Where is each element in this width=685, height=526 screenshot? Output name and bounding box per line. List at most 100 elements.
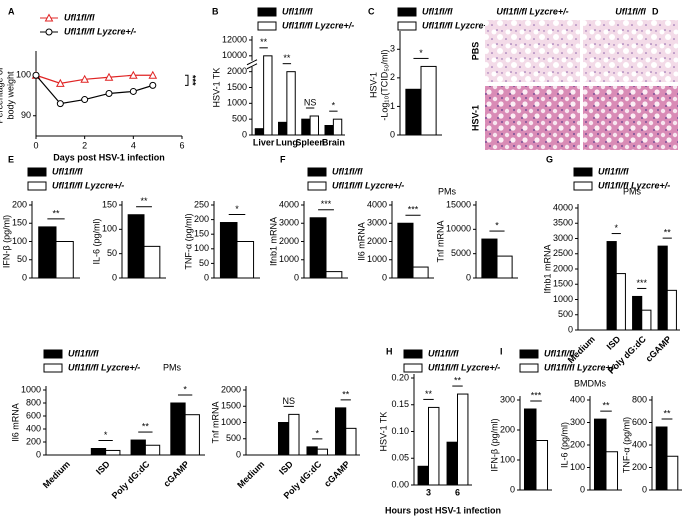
x-tick-label: ISD [94, 459, 112, 477]
y-tick-label: 500 [226, 433, 241, 443]
legend-swatch [307, 181, 327, 191]
legend-label: Ufl1fl/fl [428, 348, 459, 358]
significance-label: ** [52, 208, 60, 218]
column-label: Ufl1fl/fl Lyzcre+/- [496, 6, 568, 16]
legend-label: Ufl1fl/fl Lyzcre+/- [422, 20, 494, 30]
histology-image [583, 86, 678, 150]
x-tick-label: 2 [82, 140, 87, 150]
bar [412, 266, 429, 279]
legend-swatch [43, 363, 63, 373]
y-tick-label: 12000 [222, 34, 247, 44]
x-tick-label: Poly dG:dC [110, 459, 152, 501]
significance-bracket [185, 74, 189, 86]
y-tick-label: 200 [500, 424, 515, 434]
legend-swatch [397, 21, 417, 31]
legend-label: Ufl1fl/fl Lyzcre+/- [428, 362, 500, 372]
x-axis-label: Days post HSV-1 infection [53, 152, 165, 162]
significance-label: ** [283, 53, 291, 63]
y-tick-label: 0 [22, 272, 27, 282]
bar [428, 406, 440, 486]
y-axis-label: Tnf mRNA [210, 401, 220, 443]
y-tick-label: 1000 [367, 254, 387, 264]
bar [170, 402, 186, 456]
legend-label: Ufl1fl/fl Lyzcre+/- [68, 362, 140, 372]
y-tick-label: 5000 [451, 248, 471, 258]
significance-label: ** [454, 375, 462, 385]
y-tick-label: 4000 [553, 202, 573, 212]
significance-label: ** [142, 421, 150, 431]
y-tick-label: 50 [199, 258, 209, 268]
bar [236, 241, 255, 279]
significance-label: ** [664, 228, 672, 238]
y-tick-label: 0.15 [391, 399, 409, 409]
y-tick-label: 2000 [553, 263, 573, 273]
y-tick-label: 0.05 [391, 453, 409, 463]
y-tick-label: 150 [102, 199, 117, 209]
bar [666, 289, 677, 331]
point [105, 89, 113, 97]
significance-label: ** [602, 401, 610, 411]
significance-label: NS [304, 97, 317, 107]
bar [605, 451, 619, 491]
annotation: PMs [623, 186, 642, 196]
y-tick-label: 0 [236, 449, 241, 459]
y-axis-label: Il6 mRNA [356, 222, 366, 261]
y-tick-label: 2000 [227, 66, 247, 76]
x-tick-label: ISD [605, 334, 623, 352]
significance-label: *** [636, 278, 647, 288]
y-axis-label: IL-6 (pg/ml) [559, 422, 569, 468]
y-tick-label: 1000 [553, 294, 573, 304]
y-tick-label: 250 [194, 199, 209, 209]
bar [288, 413, 300, 456]
axis-break [246, 63, 258, 70]
y-tick-label: 500 [558, 309, 573, 319]
point [81, 96, 89, 104]
point [129, 87, 137, 95]
y-tick-label: 1000 [279, 254, 299, 264]
y-tick-label: 300 [500, 394, 515, 404]
y-tick-label: 100 [194, 243, 209, 253]
bar [606, 241, 617, 331]
legend-label: Ufl1fl/fl [422, 6, 453, 16]
significance-label: ** [342, 389, 350, 399]
x-tick-label: 0 [33, 140, 38, 150]
y-tick-label: 1500 [221, 401, 241, 411]
y-axis-label: HSV-1 TK [211, 68, 221, 108]
point [148, 70, 158, 79]
y-tick-label: 0.20 [391, 372, 409, 382]
y-tick-label: 10000 [222, 50, 247, 60]
y-tick-label: 3000 [279, 218, 299, 228]
x-tick-label: cGAMP [644, 334, 674, 364]
bar [615, 273, 626, 331]
x-tick-label: cGAMP [322, 459, 352, 489]
panel-label: G [546, 154, 553, 164]
x-tick-label: ISD [277, 459, 295, 477]
y-tick-label: 200 [12, 199, 27, 209]
x-tick-label: 6 [455, 487, 460, 497]
y-tick-label: 400 [26, 423, 41, 433]
bar [420, 65, 437, 136]
point [55, 78, 65, 87]
annotation: PMs [163, 362, 182, 372]
legend-label: Ufl1fl/fl [52, 166, 83, 176]
y-tick-label: 400 [632, 439, 647, 449]
significance-label: * [495, 220, 499, 230]
annotation: PMs [438, 186, 457, 196]
significance-label: *** [531, 390, 542, 400]
x-tick-label: 4 [131, 140, 136, 150]
legend-swatch [27, 181, 47, 191]
legend-swatch [27, 167, 47, 177]
y-axis-label: Percentage of [0, 67, 4, 124]
y-tick-label: 100 [16, 70, 31, 80]
point [32, 71, 40, 79]
y-tick-label: 2000 [279, 236, 299, 246]
legend-label: Ufl1fl/fl Lyzcre+/- [598, 180, 670, 190]
y-tick-label: 500 [232, 114, 247, 124]
point [80, 74, 90, 83]
y-axis-label: -Log₁₀(TCID₅₀/ml) [379, 49, 389, 120]
bar [523, 408, 537, 491]
significance-label: ** [140, 196, 148, 206]
bar [309, 115, 319, 136]
y-tick-label: 3000 [367, 218, 387, 228]
